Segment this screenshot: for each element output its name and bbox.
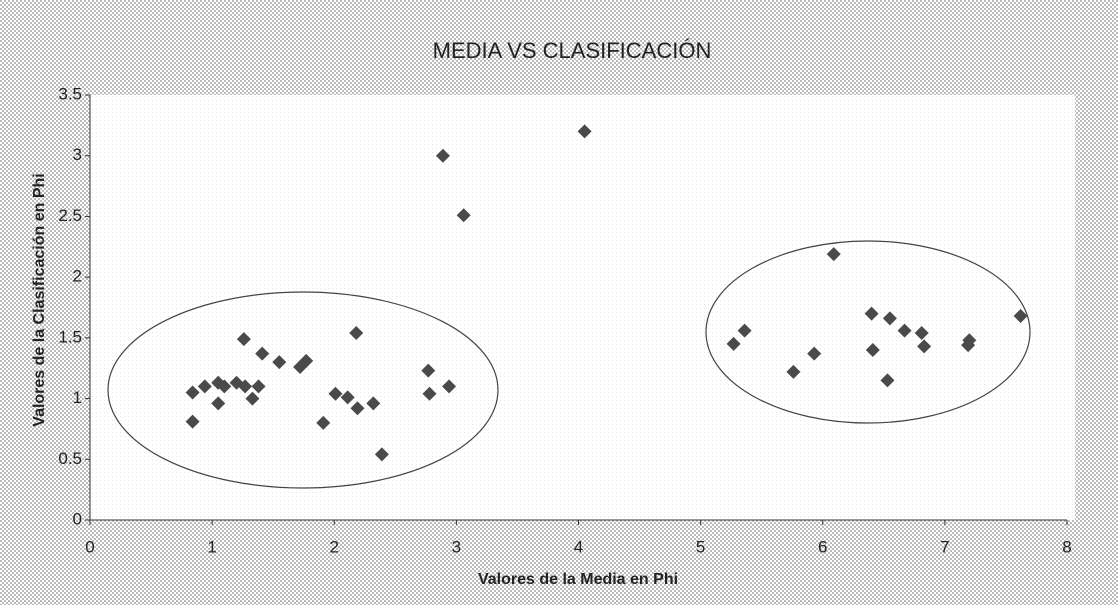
- point: [421, 363, 436, 378]
- y-tick-label: 2: [73, 267, 82, 286]
- y-tick-label: 3.5: [58, 84, 82, 103]
- point: [272, 355, 287, 370]
- y-tick-label: 3: [73, 145, 82, 164]
- point: [350, 401, 365, 416]
- point: [962, 333, 977, 348]
- x-axis-label: Valores de la Media en Phi: [478, 571, 678, 588]
- point: [865, 343, 880, 357]
- x-tick-label: 4: [574, 537, 583, 556]
- y-tick-label: 1: [73, 388, 82, 407]
- point: [1013, 309, 1028, 323]
- point: [217, 379, 232, 394]
- x-tick-label: 8: [1062, 537, 1071, 556]
- x-tick-label: 7: [940, 537, 949, 556]
- point: [245, 391, 260, 406]
- x-tick-label: 5: [696, 537, 705, 556]
- point: [211, 396, 226, 411]
- point: [374, 447, 389, 462]
- point: [366, 396, 381, 411]
- y-tick-label: 1.5: [58, 327, 82, 346]
- point: [726, 336, 741, 351]
- point: [251, 379, 266, 394]
- point: [299, 353, 314, 368]
- chart-title: MEDIA VS CLASIFICACIÓN: [433, 38, 712, 63]
- point: [882, 311, 897, 326]
- y-tick-label: 2.5: [58, 206, 82, 225]
- x-tick-label: 6: [818, 537, 827, 556]
- point: [786, 364, 801, 379]
- y-axis-label: Valores de la Clasificación en Phi: [31, 173, 48, 426]
- x-tick-label: 3: [452, 537, 461, 556]
- x-tick-label: 2: [330, 537, 339, 556]
- point: [185, 414, 200, 429]
- x-tick-label: 0: [85, 537, 94, 556]
- y-tick-label: 0.5: [58, 449, 82, 468]
- point: [917, 339, 932, 354]
- cluster-ellipse: [107, 291, 499, 489]
- point: [737, 323, 752, 338]
- point: [442, 379, 457, 394]
- point: [914, 326, 929, 340]
- point: [807, 346, 822, 361]
- point: [328, 386, 343, 401]
- y-tick-label: 0: [73, 509, 82, 528]
- point: [255, 346, 270, 361]
- point: [456, 208, 471, 223]
- point: [238, 379, 253, 394]
- point: [197, 379, 212, 394]
- point: [349, 326, 364, 340]
- plot-area: [90, 95, 1075, 520]
- point: [826, 247, 841, 262]
- point: [340, 390, 355, 405]
- point: [897, 323, 912, 338]
- point: [864, 306, 879, 321]
- x-tick-label: 1: [207, 537, 216, 556]
- point: [435, 148, 450, 163]
- point: [316, 415, 331, 430]
- cluster-ellipse: [705, 240, 1031, 424]
- point: [880, 373, 895, 388]
- point: [422, 386, 437, 401]
- point: [236, 332, 251, 347]
- point: [185, 385, 200, 400]
- point: [577, 124, 592, 139]
